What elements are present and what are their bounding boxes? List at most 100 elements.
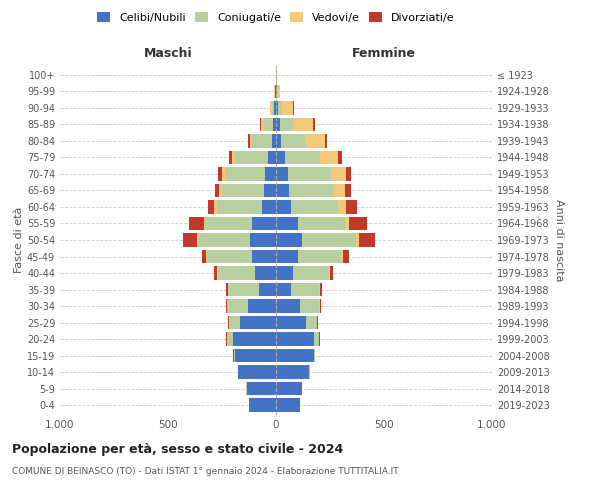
Bar [341,250,343,264]
Bar [288,167,331,180]
Text: COMUNE DI BEINASCO (TO) - Dati ISTAT 1° gennaio 2024 - Elaborazione TUTTITALIA.I: COMUNE DI BEINASCO (TO) - Dati ISTAT 1° … [12,468,398,476]
Bar [276,216,298,230]
Bar [276,150,284,164]
Bar [218,266,256,280]
Bar [215,184,220,197]
Bar [183,233,197,247]
Bar [284,150,320,164]
Bar [291,283,319,296]
Text: Maschi: Maschi [143,47,193,60]
Bar [238,366,276,379]
Bar [252,216,276,230]
Bar [259,283,276,296]
Bar [298,216,345,230]
Bar [319,283,320,296]
Bar [276,266,293,280]
Bar [274,101,276,114]
Bar [346,200,357,214]
Bar [276,200,291,214]
Bar [277,84,278,98]
Bar [346,167,350,180]
Bar [325,134,327,147]
Bar [256,266,276,280]
Bar [280,118,293,131]
Bar [214,266,217,280]
Bar [198,233,250,247]
Bar [356,233,359,247]
Bar [320,283,322,296]
Bar [275,84,276,98]
Bar [276,118,280,131]
Bar [218,167,222,180]
Bar [345,216,349,230]
Bar [293,118,313,131]
Bar [313,118,315,131]
Legend: Celibi/Nubili, Coniugati/e, Vedovi/e, Divorziati/e: Celibi/Nubili, Coniugati/e, Vedovi/e, Di… [93,8,459,28]
Bar [272,134,276,147]
Bar [264,118,273,131]
Bar [248,300,276,313]
Bar [206,250,207,264]
Bar [298,250,341,264]
Bar [248,134,250,147]
Bar [247,382,276,396]
Bar [293,101,294,114]
Bar [226,283,228,296]
Bar [197,233,198,247]
Bar [289,184,333,197]
Bar [222,184,264,197]
Bar [320,300,321,313]
Bar [264,184,276,197]
Y-axis label: Fasce di età: Fasce di età [14,207,24,273]
Bar [281,134,305,147]
Bar [338,200,346,214]
Bar [345,184,350,197]
Bar [293,266,329,280]
Text: Popolazione per età, sesso e stato civile - 2024: Popolazione per età, sesso e stato civil… [12,442,343,456]
Bar [343,250,349,264]
Bar [276,167,288,180]
Bar [276,250,298,264]
Bar [331,167,346,180]
Bar [268,150,276,164]
Bar [241,316,276,330]
Bar [276,84,277,98]
Bar [276,283,291,296]
Text: Femmine: Femmine [352,47,416,60]
Bar [320,150,338,164]
Bar [265,167,276,180]
Bar [227,332,233,346]
Bar [252,134,272,147]
Bar [229,283,259,296]
Bar [276,316,306,330]
Bar [329,266,330,280]
Bar [276,134,281,147]
Bar [230,316,241,330]
Bar [229,150,232,164]
Bar [203,216,205,230]
Y-axis label: Anni di nascita: Anni di nascita [554,198,563,281]
Bar [330,266,333,280]
Bar [276,382,302,396]
Bar [333,184,345,197]
Bar [262,200,276,214]
Bar [273,118,276,131]
Bar [276,184,289,197]
Bar [217,200,262,214]
Bar [235,150,268,164]
Bar [305,134,325,147]
Bar [260,118,261,131]
Bar [233,332,276,346]
Bar [302,233,356,247]
Bar [205,216,252,230]
Bar [276,233,302,247]
Bar [338,150,342,164]
Bar [276,366,310,379]
Bar [314,332,319,346]
Bar [235,349,276,362]
Bar [291,200,338,214]
Bar [276,300,300,313]
Bar [249,398,276,412]
Bar [276,349,314,362]
Bar [208,200,214,214]
